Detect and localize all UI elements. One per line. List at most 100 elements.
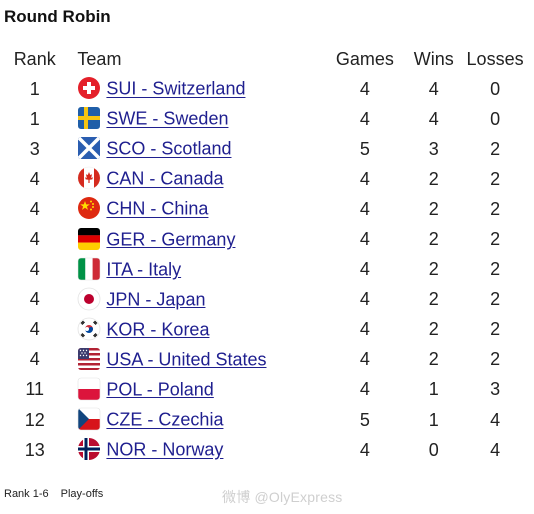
flag-scotland-icon <box>77 136 101 160</box>
table-row: 4 GER - Germany 4 2 2 <box>0 224 534 254</box>
table-row: 12 CZE - Czechia 5 1 4 <box>0 405 534 435</box>
games-cell: 5 <box>359 409 370 430</box>
losses-cell: 3 <box>490 379 501 400</box>
table-row: 11 POL - Poland 4 1 3 <box>0 375 534 405</box>
table-row: 4 CAN - Canada 4 2 2 <box>0 164 534 194</box>
team-cell: KOR - Korea <box>69 315 318 345</box>
rank-cell: 1 <box>29 78 40 99</box>
flag-norway-icon <box>77 437 101 461</box>
team-link[interactable]: CAN - Canada <box>106 168 224 189</box>
table-row: 4 ITA - Italy 4 2 2 <box>0 255 534 285</box>
team-cell: SUI - Switzerland <box>69 74 318 104</box>
legend-playoffs-label: Play-offs <box>60 488 104 500</box>
wins-cell: 2 <box>428 319 439 340</box>
flag-sweden-icon <box>77 106 101 130</box>
table-row: 4 JPN - Japan 4 2 2 <box>0 285 534 315</box>
games-cell: 4 <box>359 439 370 460</box>
team-link[interactable]: POL - Poland <box>106 379 214 400</box>
rank-cell: 4 <box>29 198 40 219</box>
team-link[interactable]: USA - United States <box>106 349 267 370</box>
flag-germany-icon <box>77 227 101 251</box>
table-row: 4 CHN - China 4 2 2 <box>0 194 534 224</box>
team-link[interactable]: GER - Germany <box>106 229 236 250</box>
losses-cell: 2 <box>490 349 501 370</box>
losses-cell: 4 <box>490 439 501 460</box>
team-cell: SCO - Scotland <box>69 134 318 164</box>
rank-cell: 4 <box>29 289 40 310</box>
table-row: 4 KOR - Korea 4 2 2 <box>0 315 534 345</box>
wins-cell: 2 <box>428 289 439 310</box>
losses-cell: 2 <box>490 168 501 189</box>
flag-china-icon <box>77 196 101 220</box>
team-link[interactable]: SUI - Switzerland <box>106 78 246 99</box>
flag-usa-icon <box>77 347 101 371</box>
standings-table: Rank Team Games Wins Losses 1 SUI - Switz… <box>0 44 534 465</box>
losses-cell: 2 <box>490 259 501 280</box>
team-cell: GER - Germany <box>69 224 318 254</box>
team-cell: CZE - Czechia <box>69 405 318 435</box>
team-cell: SWE - Sweden <box>69 104 318 134</box>
games-cell: 4 <box>359 259 370 280</box>
team-cell: USA - United States <box>69 345 318 375</box>
team-cell: JPN - Japan <box>69 285 318 315</box>
standings-body: 1 SUI - Switzerland 4 4 0 1 SWE - Sweden 4 4 0 3 SC… <box>0 74 534 465</box>
losses-cell: 2 <box>490 229 501 250</box>
wins-cell: 0 <box>428 439 439 460</box>
team-cell: POL - Poland <box>69 375 318 405</box>
team-link[interactable]: SWE - Sweden <box>106 108 229 129</box>
rank-cell: 4 <box>29 168 40 189</box>
table-header-row: Rank Team Games Wins Losses <box>0 44 534 74</box>
games-cell: 4 <box>359 78 370 99</box>
team-link[interactable]: CHN - China <box>106 198 209 219</box>
wins-cell: 1 <box>428 379 439 400</box>
wins-cell: 2 <box>428 229 439 250</box>
column-header-losses: Losses <box>466 48 524 69</box>
losses-cell: 0 <box>490 108 501 129</box>
games-cell: 4 <box>359 229 370 250</box>
flag-czechia-icon <box>77 407 101 431</box>
flag-japan-icon <box>77 287 101 311</box>
losses-cell: 2 <box>490 289 501 310</box>
team-link[interactable]: NOR - Norway <box>106 439 224 460</box>
column-header-rank: Rank <box>13 48 56 69</box>
games-cell: 4 <box>359 108 370 129</box>
team-link[interactable]: KOR - Korea <box>106 319 210 340</box>
rank-cell: 11 <box>25 379 45 400</box>
wins-cell: 2 <box>428 349 439 370</box>
team-link[interactable]: JPN - Japan <box>106 289 206 310</box>
legend-rank-range: Rank 1-6 <box>4 488 49 500</box>
wins-cell: 2 <box>428 168 439 189</box>
team-link[interactable]: ITA - Italy <box>106 259 182 280</box>
rank-cell: 12 <box>24 409 45 430</box>
losses-cell: 2 <box>490 138 501 159</box>
column-header-games: Games <box>335 48 394 69</box>
team-cell: CHN - China <box>69 194 318 224</box>
table-row: 4 USA - United States 4 2 2 <box>0 345 534 375</box>
team-link[interactable]: SCO - Scotland <box>106 138 232 159</box>
wins-cell: 3 <box>428 138 439 159</box>
wins-cell: 2 <box>428 259 439 280</box>
games-cell: 4 <box>359 168 370 189</box>
rank-cell: 4 <box>29 259 40 280</box>
rank-cell: 1 <box>29 108 40 129</box>
table-row: 3 SCO - Scotland 5 3 2 <box>0 134 534 164</box>
watermark: 微博 @OlyExpress <box>222 489 343 505</box>
column-header-team: Team <box>77 48 122 69</box>
team-link[interactable]: CZE - Czechia <box>106 409 224 430</box>
table-row: 1 SUI - Switzerland 4 4 0 <box>0 74 534 104</box>
games-cell: 4 <box>359 289 370 310</box>
flag-poland-icon <box>77 377 101 401</box>
wins-cell: 2 <box>428 198 439 219</box>
flag-canada-icon <box>77 166 101 190</box>
page-title: Round Robin <box>4 7 111 26</box>
team-cell: NOR - Norway <box>69 435 318 465</box>
column-header-wins: Wins <box>413 48 454 69</box>
table-row: 1 SWE - Sweden 4 4 0 <box>0 104 534 134</box>
footer-legend: Rank 1-6 Play-offs <box>4 488 103 500</box>
games-cell: 5 <box>359 138 370 159</box>
team-cell: ITA - Italy <box>69 255 318 285</box>
rank-cell: 4 <box>29 229 40 250</box>
rank-cell: 4 <box>29 319 40 340</box>
rank-cell: 3 <box>29 138 40 159</box>
games-cell: 4 <box>359 319 370 340</box>
